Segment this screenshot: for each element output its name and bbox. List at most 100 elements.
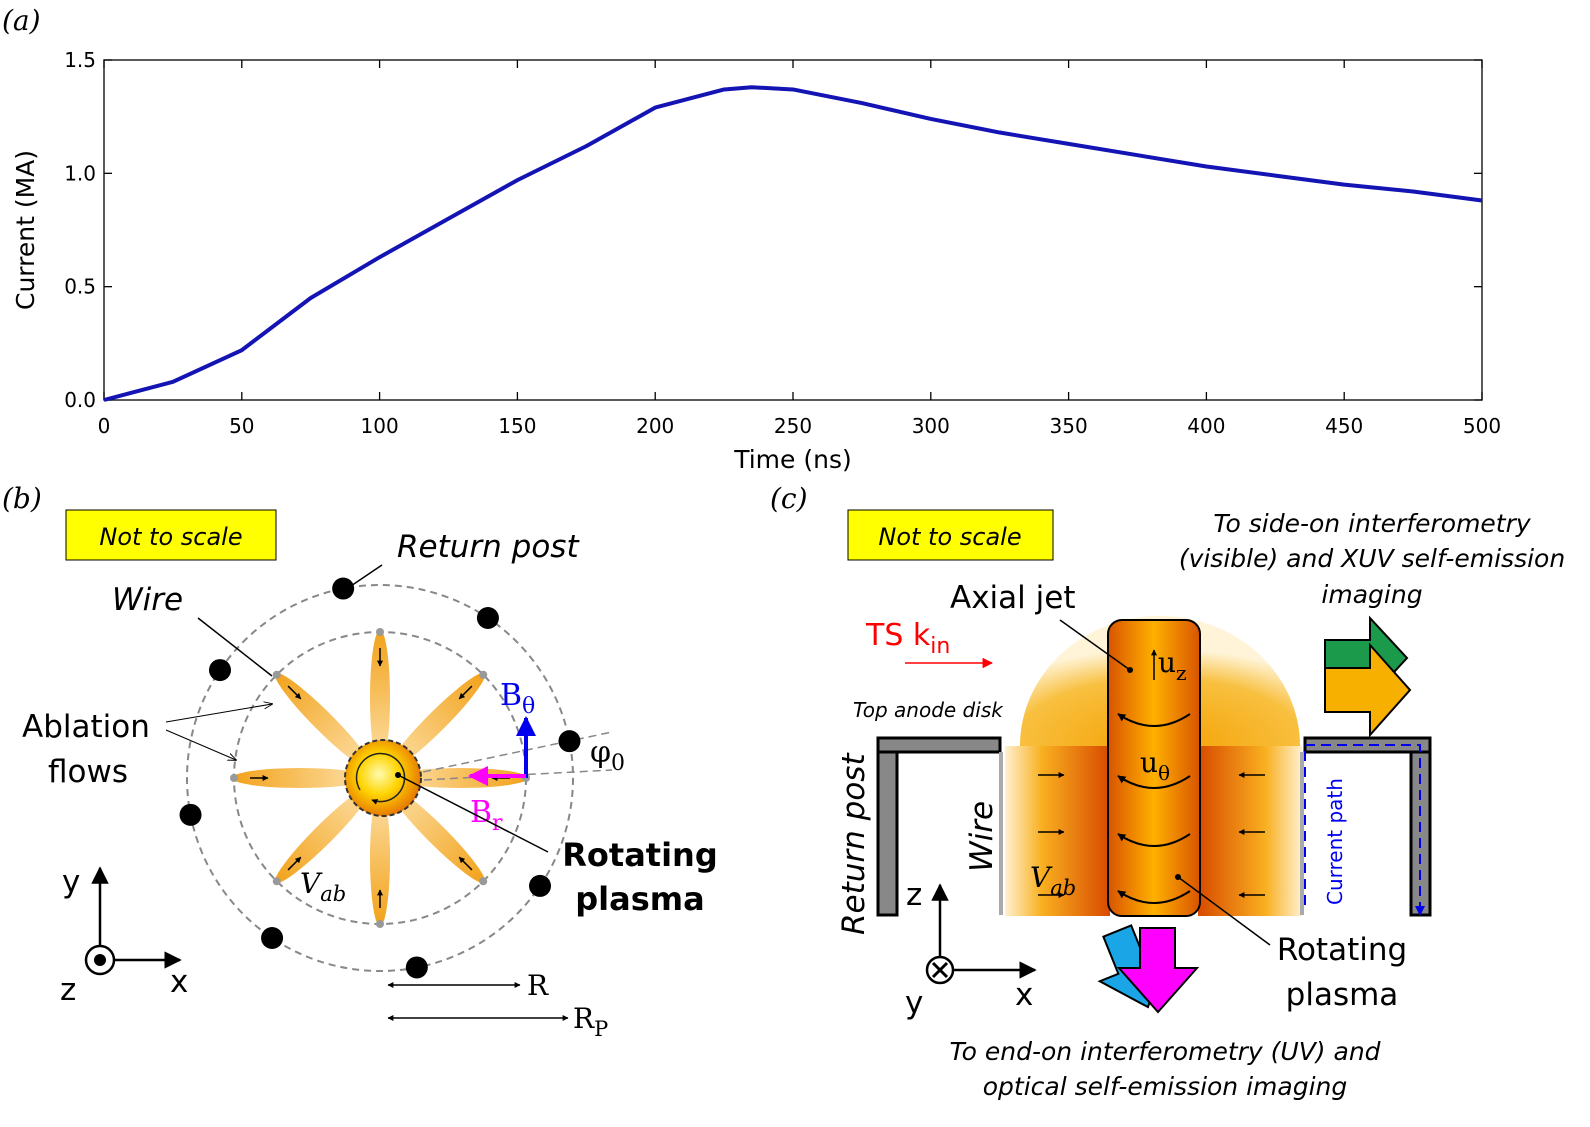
panel-label: (b) (2, 482, 42, 515)
x-tick-label: 100 (361, 414, 399, 438)
y-tick-label: 0.5 (64, 275, 96, 299)
x-tick-label: 400 (1187, 414, 1225, 438)
label: Top anode disk (853, 698, 1004, 722)
label: imaging (1321, 580, 1422, 609)
flow (232, 768, 368, 788)
end-on-arrow (1116, 927, 1200, 1014)
label: optical self-emission imaging (983, 1072, 1348, 1101)
axis-label: z (60, 972, 76, 1008)
y-tick-label: 1.5 (64, 48, 96, 72)
rotation-arrow (1117, 890, 1191, 904)
leader (1175, 874, 1271, 946)
panel-a: (a) Time (ns) Current (MA) 0 50 100 150 200 2… (2, 4, 1501, 474)
current-path (1304, 744, 1425, 916)
ts-label: TS kin (865, 618, 950, 659)
plot-frame (103, 59, 1483, 401)
x-tick-label: 300 (912, 414, 950, 438)
leader (1059, 619, 1133, 673)
label: plasma (575, 880, 704, 918)
flow-arrows (1038, 713, 1265, 904)
post-circle (186, 584, 574, 972)
x-tick-label: 50 (229, 414, 254, 438)
panel-b: (b) Not to scale Return post Wire Ablati… (2, 482, 718, 1041)
r-label: R (527, 969, 549, 1002)
rotation-arrow (1117, 775, 1191, 789)
note-box (847, 509, 1054, 561)
uz-label: uz (1158, 646, 1187, 685)
x-tick-label: 150 (498, 414, 536, 438)
label: Wire (112, 582, 183, 618)
return-post (876, 750, 899, 917)
label: Wire (964, 801, 1000, 872)
anode (876, 736, 1002, 754)
x-tick-label: 200 (636, 414, 674, 438)
utheta-label: uθ (1140, 746, 1170, 785)
wire (272, 670, 281, 679)
wire (230, 774, 238, 782)
axis-label: z (906, 877, 922, 913)
angle-line (384, 769, 613, 783)
label: To end-on interferometry (UV) and (949, 1037, 1380, 1066)
rotation-arrow (355, 752, 406, 805)
x-axis-title: Time (ns) (733, 445, 852, 474)
v-ab-label: Vab (300, 867, 346, 906)
return-post (179, 803, 202, 826)
axis-label: y (62, 864, 80, 900)
return-post (529, 874, 552, 897)
note: Not to scale (878, 523, 1021, 551)
axis-in-cross (931, 961, 949, 979)
label: Return post (397, 529, 580, 565)
label: Current path (1323, 778, 1347, 905)
side-on-arrow (1324, 642, 1412, 738)
plasma-region (1198, 746, 1302, 916)
panel-c: (c) Not to scale To side-on interferomet… (770, 482, 1565, 1101)
return-post (405, 956, 428, 979)
return-post (332, 577, 355, 600)
rotation-arrow (1117, 833, 1191, 847)
phi0-label: φ0 (590, 735, 625, 776)
ablation-arrow (287, 856, 302, 871)
wire (272, 877, 281, 886)
wire (479, 877, 488, 886)
return-post (476, 606, 499, 629)
return-post (261, 927, 284, 950)
leader (165, 704, 272, 723)
label: Rotating (562, 836, 717, 874)
leader (197, 617, 273, 677)
panel-label: (c) (770, 482, 808, 515)
axis-label: y (905, 985, 923, 1021)
rp-label: RP (573, 1002, 608, 1041)
return-post (208, 659, 231, 682)
v-ab-label: Vab (1030, 861, 1076, 900)
y-axis-title: Current (MA) (11, 150, 40, 310)
flow (370, 790, 390, 926)
x-tick-label: 500 (1463, 414, 1501, 438)
x-tick-label: 250 (774, 414, 812, 438)
label: plasma (1286, 977, 1399, 1013)
x-tick-label: 0 (98, 414, 111, 438)
return-post (558, 730, 581, 753)
x-tick-label: 350 (1050, 414, 1088, 438)
y-tick-label: 0.0 (64, 388, 96, 412)
label: (visible) and XUV self-emission (1179, 544, 1565, 573)
wire (376, 920, 384, 928)
wire (479, 670, 488, 679)
note: Not to scale (99, 523, 242, 551)
label: To side-on interferometry (1213, 509, 1532, 538)
axis-out-dot (94, 954, 106, 966)
label: Return post (836, 752, 872, 935)
leader (395, 772, 549, 853)
rotation-arrow (1117, 713, 1191, 727)
note-box (65, 509, 277, 561)
wire (376, 628, 384, 636)
b-theta-label: Bθ (500, 678, 535, 719)
label: Ablation (22, 709, 150, 745)
flow (392, 768, 528, 788)
axis-label: x (1015, 977, 1033, 1013)
ablation-flows (230, 628, 530, 928)
x-tick-label: 450 (1325, 414, 1363, 438)
flow (370, 630, 390, 766)
current-line (103, 85, 1483, 402)
ablation-arrow (458, 685, 473, 700)
